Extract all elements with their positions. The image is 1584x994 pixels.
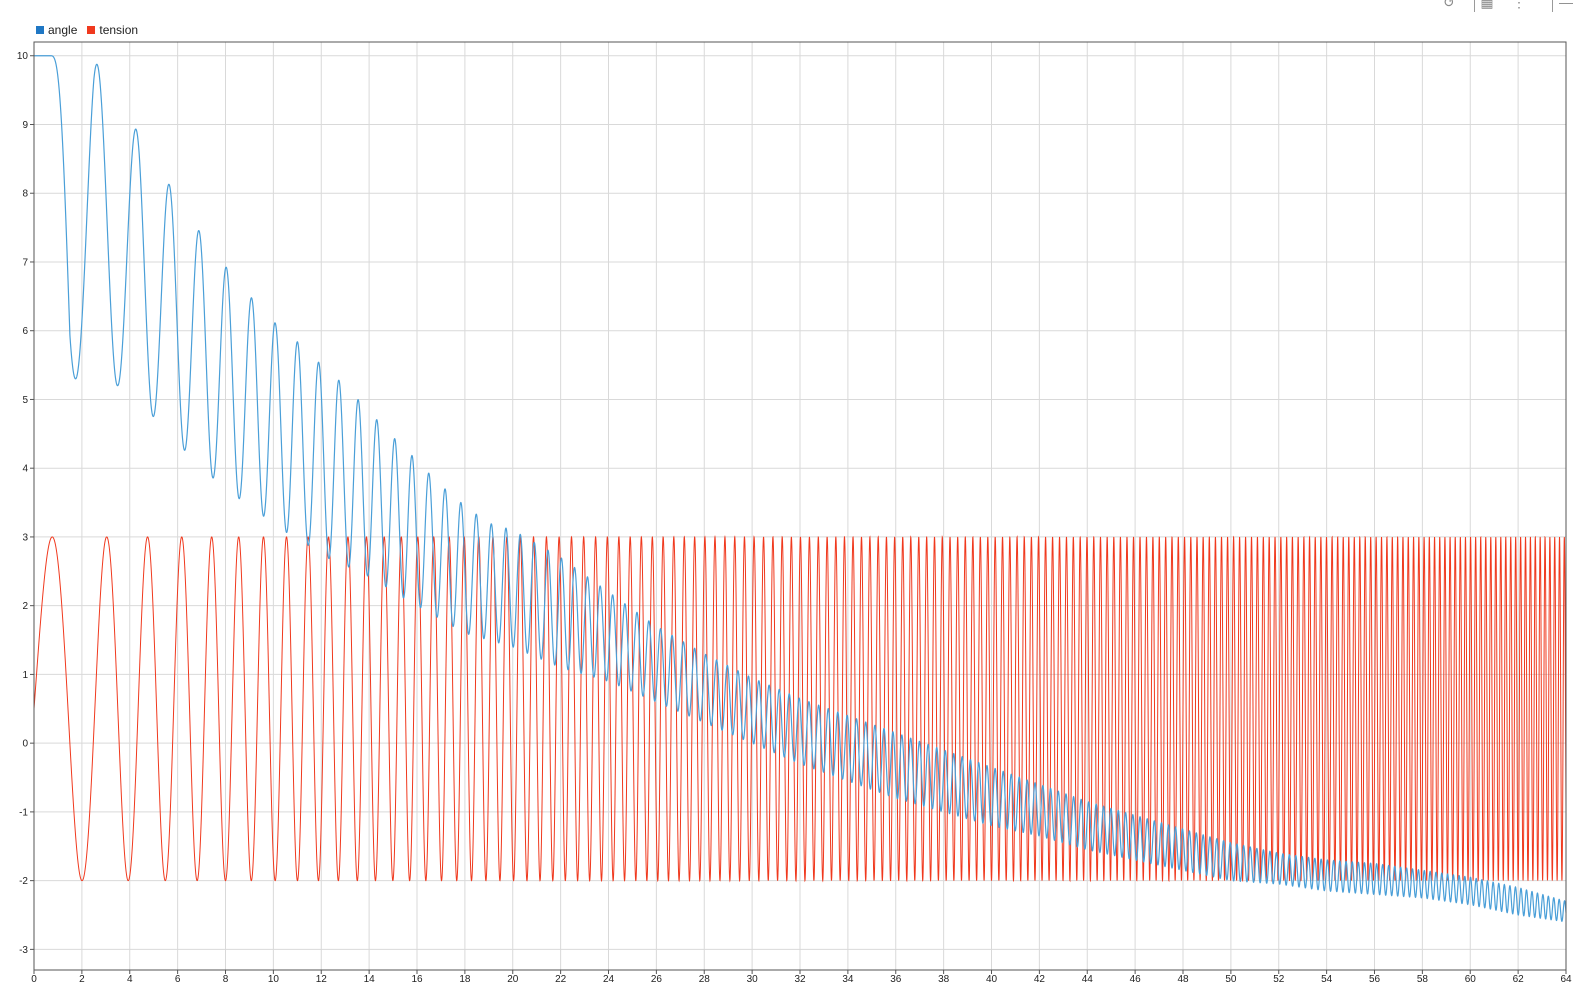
- toolbar-separator: [1552, 0, 1553, 12]
- legend-label-angle: angle: [48, 23, 78, 37]
- x-tick-label: 24: [603, 974, 615, 985]
- legend-label-tension: tension: [99, 23, 139, 37]
- series-line-angle: [34, 55, 1567, 923]
- x-tick-label: 40: [986, 974, 998, 985]
- legend-item-tension[interactable]: tension: [87, 23, 138, 37]
- x-tick-label: 36: [890, 974, 902, 985]
- x-tick-label: 2: [79, 974, 85, 985]
- x-tick-label: 48: [1177, 974, 1189, 985]
- y-tick-label: 10: [17, 51, 29, 62]
- x-tick-label: 12: [316, 974, 328, 985]
- x-tick-label: 28: [699, 974, 711, 985]
- x-tick-label: 30: [747, 974, 759, 985]
- x-tick-label: 34: [842, 974, 854, 985]
- x-tick-label: 26: [651, 974, 663, 985]
- y-tick-label: -3: [19, 945, 28, 956]
- x-tick-label: 8: [223, 974, 229, 985]
- y-tick-label: 5: [22, 395, 28, 406]
- x-tick-label: 4: [127, 974, 133, 985]
- x-tick-label: 22: [555, 974, 567, 985]
- y-tick-label: 9: [22, 120, 28, 131]
- y-tick-label: 1: [22, 670, 28, 681]
- toolbar-separator: [1474, 0, 1475, 12]
- x-tick-label: 52: [1273, 974, 1285, 985]
- series-line-tension: [33, 535, 1567, 883]
- y-tick-label: 7: [22, 257, 28, 268]
- y-tick-label: 0: [22, 739, 28, 750]
- y-tick-label: 6: [22, 326, 28, 337]
- x-tick-label: 50: [1225, 974, 1237, 985]
- y-tick-label: 8: [22, 189, 28, 200]
- x-tick-label: 62: [1513, 974, 1525, 985]
- x-tick-label: 16: [411, 974, 423, 985]
- toolbar: ↺▦⋮—⌕□★↙⛶▣⚙: [1104, 0, 1584, 14]
- y-tick-label: 2: [22, 601, 28, 612]
- x-tick-label: 14: [364, 974, 376, 985]
- cursor-icon[interactable]: —: [1559, 0, 1573, 10]
- layout-icon[interactable]: ▦: [1480, 0, 1494, 10]
- legend: angle tension: [36, 22, 148, 38]
- legend-swatch-tension: [87, 26, 96, 34]
- x-tick-label: 44: [1082, 974, 1094, 985]
- legend-swatch-angle: [36, 26, 44, 34]
- x-tick-label: 38: [938, 974, 950, 985]
- x-tick-label: 60: [1465, 974, 1477, 985]
- layout-grid-icon[interactable]: ⋮: [1512, 0, 1526, 10]
- x-tick-label: 56: [1369, 974, 1381, 985]
- x-tick-label: 42: [1034, 974, 1046, 985]
- y-tick-label: 4: [22, 464, 28, 475]
- x-tick-label: 0: [31, 974, 37, 985]
- x-tick-label: 18: [459, 974, 471, 985]
- legend-item-angle[interactable]: angle: [36, 23, 77, 37]
- grid-lines: [33, 42, 1567, 970]
- x-tick-label: 32: [794, 974, 806, 985]
- tick-labels: 0 2 4 6 8 10 12 14 16 18 20 22 24 26 28 30 32 34 36 38 40 42 4…: [17, 51, 1572, 985]
- x-tick-label: 64: [1560, 974, 1572, 985]
- y-tick-label: 3: [22, 532, 28, 543]
- y-tick-label: -1: [19, 807, 28, 818]
- x-tick-label: 10: [268, 974, 280, 985]
- x-tick-label: 46: [1130, 974, 1142, 985]
- y-tick-label: -2: [19, 876, 28, 887]
- x-tick-label: 6: [175, 974, 181, 985]
- x-tick-label: 54: [1321, 974, 1333, 985]
- restore-icon[interactable]: ↺: [1443, 0, 1455, 10]
- x-tick-label: 20: [507, 974, 519, 985]
- series-layer: [33, 55, 1567, 923]
- x-tick-label: 58: [1417, 974, 1429, 985]
